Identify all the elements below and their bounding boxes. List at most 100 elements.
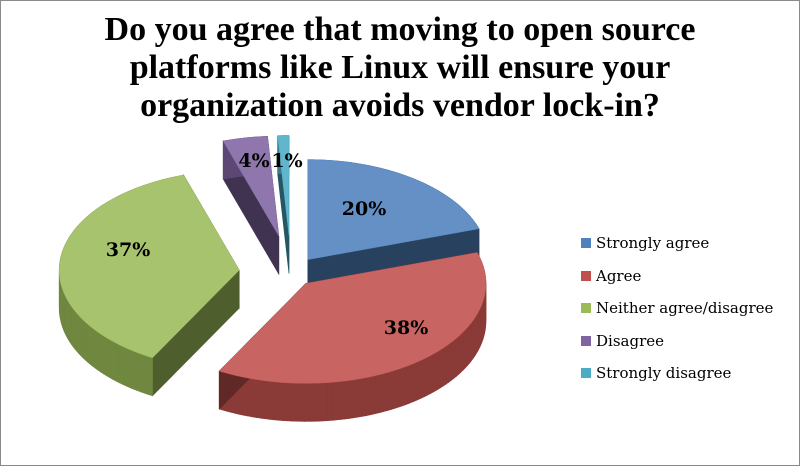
slice-side-wall (148, 356, 153, 397)
slice-side-wall (386, 371, 392, 412)
title-line-1: Do you agree that moving to open source (104, 11, 696, 48)
slice-side-wall (94, 329, 99, 371)
slice-side-wall (433, 351, 438, 393)
slice-side-wall (439, 347, 444, 389)
slice-side-wall (450, 339, 455, 382)
legend-item-neither: Neither agree/disagree (581, 292, 773, 325)
slice-side-wall (256, 379, 261, 419)
slice-side-wall (335, 381, 341, 421)
slice-side-wall (109, 339, 114, 380)
slice-side-wall (406, 364, 411, 405)
slice-top (277, 135, 290, 236)
slice-side-wall (264, 380, 270, 420)
slice-side-wall (273, 381, 279, 421)
legend-swatch (581, 238, 591, 249)
slice-top (222, 136, 280, 237)
slice-side-wall (100, 333, 104, 375)
slice-side-wall (97, 331, 102, 373)
title-line-3: organization avoids vendor lock-in? (140, 87, 660, 124)
slice-side-wall (87, 323, 91, 365)
slice-side-wall (409, 363, 414, 404)
legend-item-agree: Agree (581, 260, 773, 293)
slice-side-wall (291, 382, 297, 422)
slice-side-wall (309, 382, 315, 422)
slice-side-wall (436, 349, 441, 391)
legend-label: Strongly disagree (596, 364, 732, 383)
slice-side-wall (370, 375, 376, 416)
legend-swatch (581, 270, 591, 281)
slice-side-wall (344, 380, 350, 420)
slice-side-wall (115, 342, 120, 384)
slice-side-wall (103, 335, 107, 377)
slice-side-wall (78, 314, 81, 357)
slice-side-wall (423, 356, 428, 398)
data-label: 4% (238, 150, 269, 172)
slice-side-wall (80, 316, 84, 359)
legend-label: Agree (596, 266, 642, 285)
legend-item-strongly-agree: Strongly agree (581, 227, 773, 260)
slice-side-wall (322, 382, 328, 422)
chart-title: Do you agree that moving to open source … (1, 11, 799, 125)
slice-side-wall (122, 346, 127, 387)
slice-side-wall (394, 368, 400, 409)
slice-side-wall (89, 325, 93, 367)
slice-side-wall (442, 345, 447, 387)
data-label: 20% (342, 198, 387, 220)
slice-side-wall (361, 377, 367, 417)
slice-side-wall (112, 340, 117, 382)
slice-side-wall (402, 365, 407, 407)
slice-side-wall (295, 382, 301, 422)
slice-side-wall (456, 335, 460, 377)
legend-swatch (581, 303, 591, 314)
slice-side-wall (366, 376, 371, 416)
slice-side-wall (420, 358, 425, 399)
slice-side-wall (126, 347, 131, 389)
slice-side-wall (416, 359, 421, 401)
slice-side-wall (327, 382, 333, 422)
slice-side-wall (460, 331, 464, 373)
slice-side-wall (82, 319, 86, 361)
slice-side-wall (269, 380, 275, 421)
slice-side-wall (378, 373, 384, 414)
slice-side-wall (247, 377, 253, 418)
legend: Strongly agree Agree Neither agree/disag… (581, 227, 773, 390)
slice-side-wall (349, 379, 354, 419)
slice-side-wall (129, 349, 134, 390)
slice-side-wall (390, 369, 396, 410)
slice-side-wall (313, 382, 319, 422)
data-label: 37% (106, 239, 151, 261)
legend-swatch (581, 368, 591, 379)
slice-side-wall (144, 354, 149, 395)
legend-label: Strongly agree (596, 234, 710, 253)
slice-side-wall (277, 381, 283, 421)
slice-side-wall (106, 337, 111, 379)
slice-side-wall (84, 321, 88, 363)
legend-label: Neither agree/disagree (596, 299, 774, 318)
slice-side-wall (304, 383, 310, 422)
pie-slice-neither-agree-disagree (58, 173, 240, 397)
slice-top (58, 174, 240, 359)
slice-side-wall (413, 361, 418, 402)
legend-swatch (581, 335, 591, 346)
slice-side-wall (260, 379, 266, 420)
slice-side-wall (465, 326, 468, 369)
slice-side-wall (133, 350, 138, 392)
pie-slice-disagree (222, 136, 280, 276)
slice-side-wall (300, 383, 306, 422)
slice-side-wall (136, 352, 142, 393)
slice-top (218, 252, 487, 384)
slice-side-wall (382, 372, 388, 413)
slice-side-wall (398, 367, 403, 408)
slice-side-wall (430, 353, 435, 394)
slice-side-wall (357, 378, 363, 418)
slice-side-wall (92, 327, 96, 369)
slice-side-wall (427, 354, 431, 396)
slice-side-wall (340, 380, 346, 420)
slice-side-wall (331, 381, 337, 421)
slice-top (307, 159, 480, 260)
slice-side-wall (251, 378, 257, 418)
slice-side-wall (286, 382, 292, 422)
slice-side-wall (119, 344, 124, 385)
